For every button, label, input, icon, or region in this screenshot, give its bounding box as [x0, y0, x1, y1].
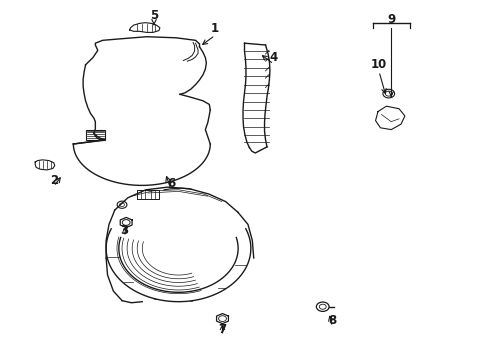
Text: 1: 1 — [211, 22, 219, 35]
Text: 10: 10 — [370, 58, 386, 71]
Text: 5: 5 — [150, 9, 158, 22]
Text: 3: 3 — [121, 224, 128, 237]
Text: 2: 2 — [50, 174, 58, 186]
Text: 6: 6 — [167, 177, 175, 190]
Text: 9: 9 — [386, 13, 394, 26]
Text: 4: 4 — [269, 51, 277, 64]
Text: 8: 8 — [328, 314, 336, 327]
Text: 7: 7 — [218, 323, 226, 336]
Bar — [85, 130, 105, 140]
